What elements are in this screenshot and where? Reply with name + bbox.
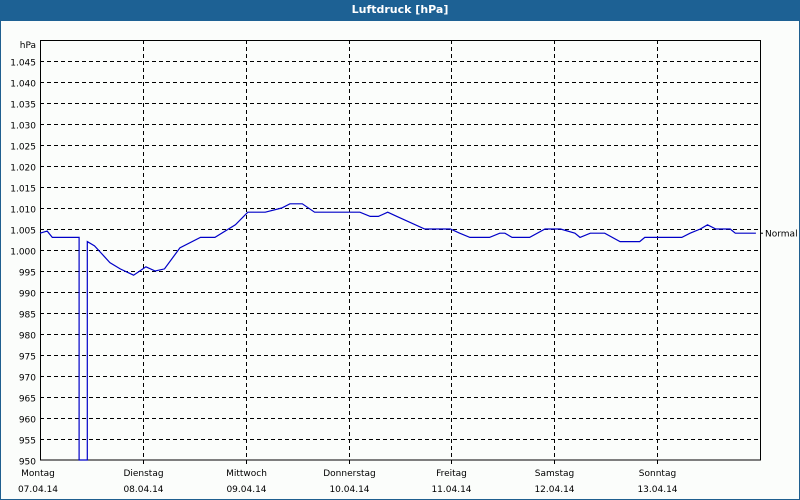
y-tick-label: 1.030 [10, 122, 36, 132]
x-tick-day: Donnerstag [323, 469, 376, 479]
x-tick-date: 10.04.14 [329, 485, 369, 495]
y-tick-label: 1.000 [10, 248, 36, 258]
x-tick-day: Dienstag [123, 469, 163, 479]
x-tick-date: 13.04.14 [637, 485, 677, 495]
y-tick-label: 1.045 [10, 59, 36, 69]
x-tick-day: Mittwoch [226, 469, 267, 479]
x-tick-date: 08.04.14 [123, 485, 163, 495]
y-tick-label: 1.015 [10, 185, 36, 195]
y-tick-label: 955 [19, 437, 36, 447]
y-tick-label: 1.025 [10, 143, 36, 153]
y-tick-label: 995 [19, 269, 36, 279]
x-tick-day: Montag [21, 469, 55, 479]
grid-lines [40, 40, 760, 464]
y-tick-label: 985 [19, 311, 36, 321]
normal-annotation: Normal [760, 230, 798, 240]
y-unit-label: hPa [20, 41, 36, 51]
chart-title: Luftdruck [hPa] [0, 0, 800, 21]
x-tick-date: 09.04.14 [226, 485, 266, 495]
plot-area-border [40, 40, 761, 461]
x-axis: Montag 07.04.14 Dienstag 08.04.14 Mittwoch 09… [18, 469, 678, 495]
pressure-line [39, 203, 756, 461]
x-tick-day: Freitag [436, 469, 467, 479]
y-axis: hPa 950 955 960 965 970 975 980 985 990 995 1.000 1.… [10, 41, 36, 468]
y-tick-label: 975 [19, 353, 36, 363]
x-tick-date: 11.04.14 [431, 485, 471, 495]
y-tick-label: 990 [19, 290, 36, 300]
y-tick-label: 1.040 [10, 80, 36, 90]
y-tick-label: 1.005 [10, 227, 36, 237]
y-tick-label: 980 [19, 332, 36, 342]
y-tick-label: 1.035 [10, 101, 36, 111]
y-tick-label: 970 [19, 374, 36, 384]
x-tick-day: Sonntag [639, 469, 676, 479]
x-tick-day: Samstag [535, 469, 574, 479]
y-tick-label: 1.010 [10, 206, 36, 216]
y-tick-label: 950 [19, 458, 36, 468]
x-tick-date: 12.04.14 [534, 485, 574, 495]
y-tick-label: 1.020 [10, 164, 36, 174]
x-tick-date: 07.04.14 [18, 485, 58, 495]
normal-label: Normal [765, 230, 798, 240]
y-tick-label: 960 [19, 416, 36, 426]
y-tick-label: 965 [19, 395, 36, 405]
